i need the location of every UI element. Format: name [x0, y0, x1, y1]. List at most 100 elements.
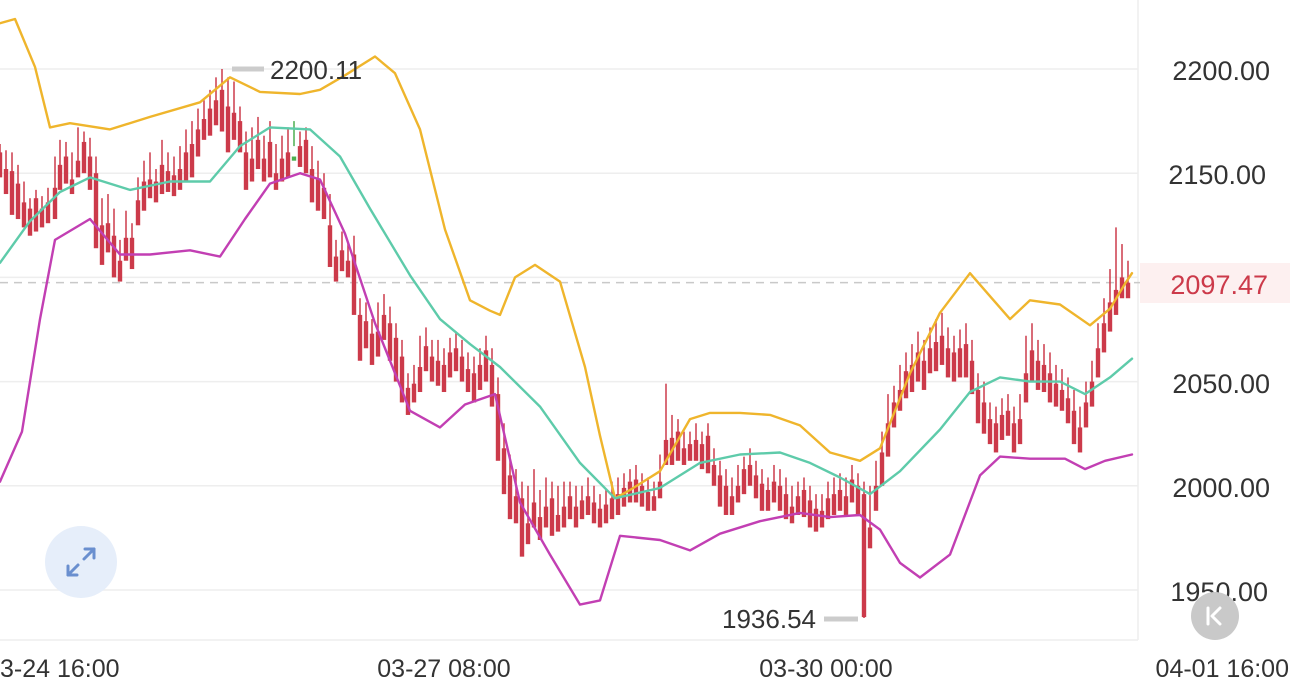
candle-down [477, 348, 483, 390]
candle-body [519, 498, 525, 557]
candle-down [723, 469, 729, 515]
candle-down [471, 356, 477, 403]
candle-down [855, 473, 861, 515]
candle-body [933, 342, 939, 372]
candle-down [219, 69, 225, 132]
candle-down [699, 431, 705, 470]
candle-body [975, 389, 981, 424]
candle-body [423, 346, 429, 372]
max-price-marker: 2200.11 [232, 55, 362, 85]
candle-body [195, 129, 201, 157]
candle-body [1101, 323, 1107, 353]
candle-body [285, 152, 291, 178]
candle-down [363, 302, 369, 349]
candle-down [825, 481, 831, 520]
candle-body [219, 89, 225, 132]
candle-down [75, 127, 81, 178]
candle-down [489, 348, 495, 407]
candle-down [879, 431, 885, 486]
candle-down [933, 319, 939, 372]
candle-down [693, 423, 699, 461]
candle-body [303, 139, 309, 174]
candle-down [939, 312, 945, 365]
candle-down [537, 489, 543, 540]
candle-body [525, 523, 531, 545]
candle-body [1005, 410, 1011, 436]
candle-down [663, 383, 669, 465]
candle-body [1047, 373, 1053, 403]
candle-down [285, 127, 291, 178]
candle-body [717, 475, 723, 507]
candle-down [183, 129, 189, 182]
candle-down [261, 135, 267, 182]
candle-down [1101, 298, 1107, 353]
upper-band-line [0, 17, 1134, 500]
candle-down [525, 485, 531, 545]
candle-body [189, 144, 195, 178]
candle-down [435, 339, 441, 386]
candle-down [52, 156, 58, 220]
candle-body [993, 423, 999, 453]
candle-body [633, 479, 639, 503]
y-tick-label: 2050.00 [1172, 369, 1270, 399]
candle-body [591, 502, 597, 524]
candle-body [639, 485, 645, 507]
candle-body [921, 360, 927, 390]
candle-body [477, 364, 483, 390]
candle-down [627, 469, 633, 503]
price-axis: 2200.00 2150.00 2050.00 2000.00 1950.00 [1168, 56, 1270, 607]
candle-down [321, 173, 327, 220]
candle-down [1041, 344, 1047, 393]
candle-down [1035, 339, 1041, 390]
candle-body [201, 119, 207, 140]
candle-down [1053, 364, 1059, 407]
candle-body [93, 173, 99, 249]
candle-down [903, 352, 909, 399]
candle-down [1029, 323, 1035, 382]
candle-body [513, 496, 519, 524]
candle-body [963, 344, 969, 378]
candle-down [945, 327, 951, 378]
candle-down [561, 481, 567, 528]
scroll-to-latest-button[interactable] [1191, 592, 1239, 640]
min-price-label: 1936.54 [722, 604, 816, 634]
candle-down [315, 160, 321, 211]
candle-body [1059, 389, 1065, 411]
candle-down [729, 477, 735, 515]
candle-down [27, 198, 33, 236]
candle-body [759, 483, 765, 511]
candle-down [759, 469, 765, 511]
candle-body [111, 235, 117, 278]
current-price-label: 2097.47 [1170, 270, 1268, 300]
expand-button[interactable] [45, 526, 117, 598]
candle-body [549, 498, 555, 536]
candle-down [807, 485, 813, 528]
candle-body [411, 383, 417, 403]
scroll-to-latest-icon [1206, 606, 1222, 626]
candle-down [237, 106, 243, 153]
candle-down [1107, 269, 1113, 332]
candle-body [231, 112, 237, 140]
lower-band-line [0, 172, 1134, 606]
candle-down [789, 485, 795, 524]
candle-body [117, 260, 123, 282]
candle-down [639, 473, 645, 507]
candle-down [105, 194, 111, 253]
candle-down [741, 456, 747, 495]
candle-down [159, 139, 165, 195]
candle-body [663, 439, 669, 465]
y-tick-label: 2150.00 [1168, 160, 1266, 190]
candle-body [507, 475, 513, 520]
candle-body [153, 181, 159, 203]
candle-body [687, 444, 693, 461]
candle-body [813, 508, 819, 532]
candle-body [1077, 427, 1083, 453]
candle-body [831, 494, 837, 515]
candle-down [153, 169, 159, 203]
candle-body [9, 171, 15, 215]
candle-body [81, 141, 87, 174]
candle-body [1029, 350, 1035, 382]
candle-down [459, 339, 465, 382]
candle-body [453, 348, 459, 372]
